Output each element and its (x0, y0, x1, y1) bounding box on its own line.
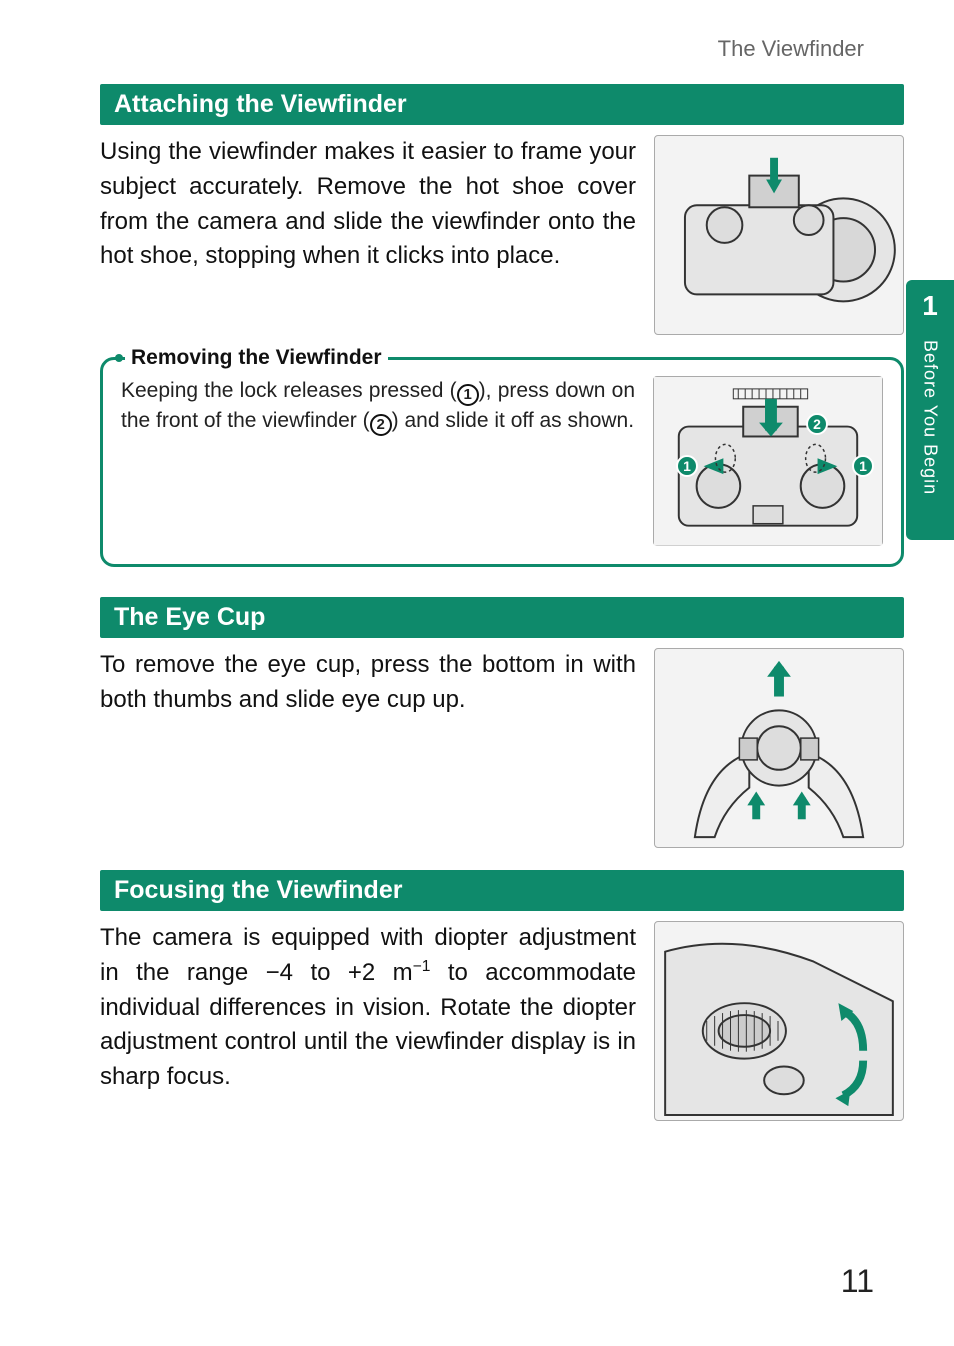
note-title-removing: Removing the Viewfinder (125, 346, 388, 370)
section-focusing: The camera is equipped with diopter adju… (100, 921, 904, 1121)
diagram-callout-1-icon: 1 (852, 455, 874, 477)
callout-2-icon: 2 (370, 414, 392, 436)
section-text-attaching: Using the viewfinder makes it easier to … (100, 135, 636, 335)
callout-1-icon: 1 (457, 384, 479, 406)
illustration-attaching (654, 135, 904, 335)
side-tab-number: 1 (922, 290, 938, 322)
section-title-focusing: Focusing the Viewfinder (100, 870, 904, 911)
section-text-eyecup: To remove the eye cup, press the bottom … (100, 648, 636, 848)
diagram-callout-1-icon: 1 (676, 455, 698, 477)
page-number: 11 (841, 1263, 874, 1300)
section-eyecup: To remove the eye cup, press the bottom … (100, 648, 904, 848)
side-tab: 1 Before You Begin (906, 280, 954, 540)
illustration-removing: 1 1 2 (653, 376, 883, 546)
diagram-callout-2-icon: 2 (806, 413, 828, 435)
illustration-eyecup (654, 648, 904, 848)
section-attaching: Using the viewfinder makes it easier to … (100, 135, 904, 335)
note-text-part-2: ) and slide it off as shown. (392, 409, 634, 432)
note-removing: Removing the Viewfinder Keeping the lock… (100, 357, 904, 567)
section-text-focusing: The camera is equipped with diopter adju… (100, 921, 636, 1121)
note-text-removing: Keeping the lock releases pressed (1), p… (121, 376, 635, 546)
note-text-part-0: Keeping the lock releases pressed ( (121, 379, 457, 402)
side-tab-label: Before You Begin (920, 340, 941, 495)
running-head: The Viewfinder (100, 36, 904, 62)
focusing-superscript: −1 (413, 958, 431, 975)
section-title-attaching: Attaching the Viewfinder (100, 84, 904, 125)
illustration-focusing (654, 921, 904, 1121)
section-title-eyecup: The Eye Cup (100, 597, 904, 638)
page: The Viewfinder Attaching the Viewfinder … (0, 0, 954, 1346)
